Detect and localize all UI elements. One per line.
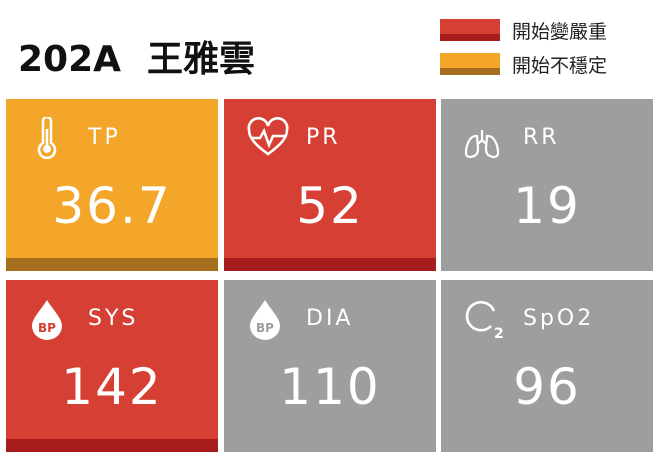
svg-text:2: 2: [494, 326, 503, 340]
legend-label-unstable: 開始不穩定: [512, 55, 608, 77]
thermometer-icon: [37, 117, 57, 159]
o2-icon: 2: [465, 300, 503, 340]
vital-tile-tp[interactable]: TP 36.7: [6, 99, 218, 271]
vital-value: 142: [61, 358, 163, 416]
vital-label: SYS: [88, 306, 139, 331]
vital-value: 19: [513, 177, 581, 235]
svg-text:BP: BP: [256, 321, 274, 335]
bed-number: 202A: [18, 39, 122, 80]
legend-swatch-unstable: [440, 53, 500, 75]
vital-label: TP: [88, 125, 121, 150]
vital-value: 36.7: [52, 177, 172, 235]
status-bar: [6, 258, 218, 271]
bp-drop-icon: BP: [250, 300, 280, 340]
vital-value: 52: [296, 177, 364, 235]
vital-tile-sys[interactable]: BP SYS 142: [6, 280, 218, 452]
vital-label: DIA: [306, 306, 354, 331]
vital-label: PR: [306, 125, 341, 150]
status-bar: [224, 258, 436, 271]
vital-label: RR: [523, 125, 560, 150]
status-bar: [6, 439, 218, 452]
heart-pulse-icon: [247, 117, 289, 156]
page-title: 202A 王雅雲: [18, 30, 255, 82]
vital-tile-pr[interactable]: PR 52: [224, 99, 436, 271]
patient-name: 王雅雲: [147, 39, 256, 80]
vital-tile-dia[interactable]: BP DIA 110: [224, 280, 436, 452]
bp-drop-icon: BP: [32, 300, 62, 340]
lungs-icon: [464, 130, 500, 159]
svg-text:BP: BP: [38, 321, 56, 335]
legend-swatch-worsening: [440, 19, 500, 41]
vital-value: 110: [279, 358, 381, 416]
vital-label: SpO2: [523, 306, 595, 331]
vital-tile-spo2[interactable]: 2 SpO2 96: [441, 280, 653, 452]
vital-value: 96: [513, 358, 581, 416]
legend-label-worsening: 開始變嚴重: [512, 21, 608, 43]
vital-tile-rr[interactable]: RR 19: [441, 99, 653, 271]
